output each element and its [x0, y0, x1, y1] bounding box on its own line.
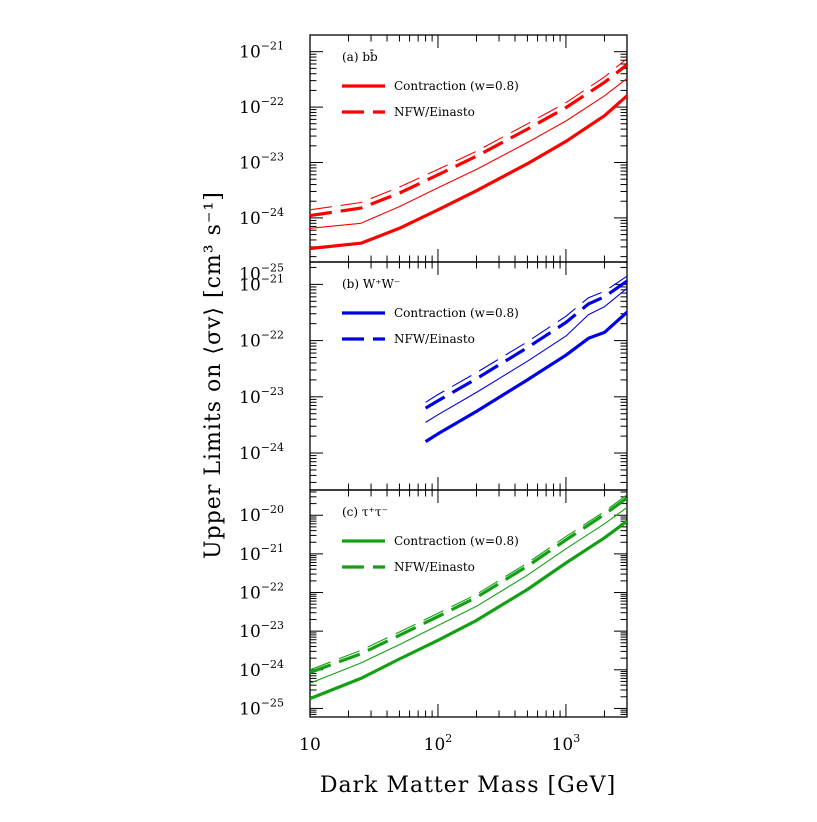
y-axis-title: Upper Limits on ⟨σv⟩ [cm³ s⁻¹]	[201, 191, 226, 559]
series-line-solid-thick	[424, 311, 627, 443]
y-tick-label: 10−24	[239, 206, 284, 229]
legend-label: Contraction (w=0.8)	[394, 79, 519, 93]
panel-frame	[309, 261, 628, 491]
panel-label: (a) bb̄	[342, 48, 378, 64]
y-tick-label: 10−24	[239, 658, 284, 681]
y-tick-label: 10−22	[239, 329, 284, 352]
legend-label: NFW/Einasto	[394, 105, 475, 119]
series-line-solid-thin	[425, 287, 627, 423]
panels: 10−25 10−24 10−23 10−22 10−21 (a) bb̄ Contract…	[239, 34, 628, 719]
series-line-dashed-thin	[310, 58, 627, 211]
x-tick-label: 103	[552, 732, 581, 755]
series-line-dashed-thin	[310, 494, 627, 671]
series-line-solid-thin	[310, 77, 627, 229]
y-tick-label: 10−21	[239, 40, 284, 63]
panel-frame	[309, 34, 628, 263]
legend-label: NFW/Einasto	[394, 332, 475, 346]
legend-label: Contraction (w=0.8)	[394, 306, 519, 320]
panel-label: (b) W⁺W⁻	[342, 277, 400, 291]
y-tick-label: 10−20	[239, 503, 284, 526]
series-line-solid-thick	[310, 519, 627, 701]
x-tick-label: 102	[424, 732, 453, 755]
y-tick-label: 10−23	[239, 385, 284, 408]
y-tick-label: 10−23	[239, 150, 284, 173]
series-line-dashed-thin	[425, 275, 627, 403]
series-line-dashed-thick	[310, 496, 627, 675]
panel-3: 10−25 10−24 10−23 10−22 10−21 10−20 (c) τ⁺τ⁻ Co…	[239, 489, 628, 719]
y-tick-label: 10−22	[239, 581, 284, 604]
series-line-dashed-thick	[424, 279, 627, 410]
x-axis-title: Dark Matter Mass [GeV]	[320, 773, 616, 798]
y-tick-label: 10−25	[239, 261, 284, 284]
series-line-dashed-thick	[310, 63, 627, 218]
y-tick-label: 10−24	[239, 441, 284, 464]
x-tick-label: 10	[299, 735, 321, 755]
y-tick-label: 10−21	[239, 542, 284, 565]
y-tick-label: 10−22	[239, 95, 284, 118]
panel-frame	[309, 489, 628, 718]
panel-1: 10−25 10−24 10−23 10−22 10−21 (a) bb̄ Contract…	[239, 34, 628, 284]
legend-label: Contraction (w=0.8)	[394, 534, 519, 548]
y-tick-label: 10−25	[239, 696, 284, 719]
x-axis: 10 102 103	[299, 732, 580, 755]
panel-label: (c) τ⁺τ⁻	[342, 505, 388, 519]
legend-label: NFW/Einasto	[394, 560, 475, 574]
panel-2: 10−24 10−23 10−22 10−21 (b) W⁺W⁻ Contraction …	[239, 261, 628, 491]
y-tick-label: 10−23	[239, 619, 284, 642]
series-line-solid-thick	[310, 94, 627, 251]
series-line-solid-thin	[310, 506, 627, 684]
y-tick-label: 10−21	[239, 272, 284, 295]
